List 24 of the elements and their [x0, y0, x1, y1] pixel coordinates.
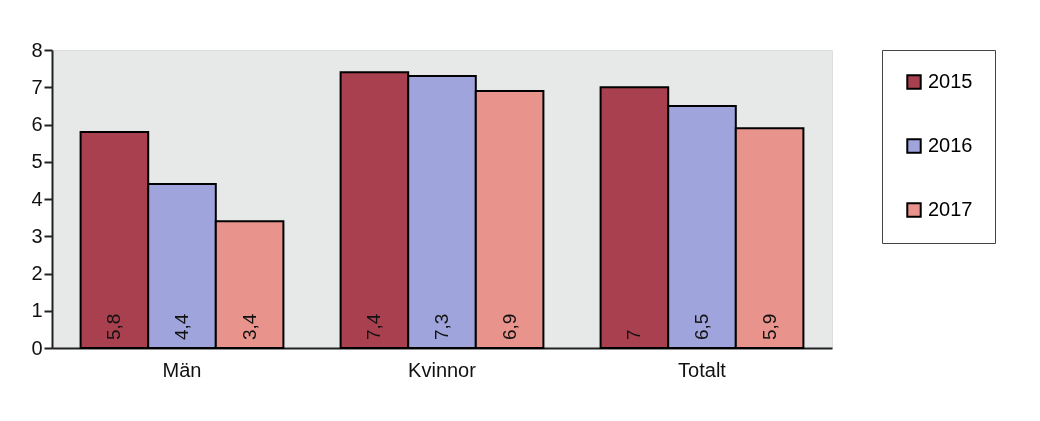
- y-tick-label: 7: [31, 75, 43, 98]
- x-tick-label: Totalt: [678, 358, 727, 381]
- y-tick-label: 3: [31, 224, 43, 247]
- y-tick-label: 5: [31, 150, 43, 173]
- y-tick-label: 4: [31, 187, 43, 210]
- y-tick-label: 1: [31, 299, 43, 322]
- data-label: 7: [623, 329, 645, 340]
- data-label: 5,8: [103, 313, 125, 340]
- legend-label: 2016: [928, 134, 973, 156]
- data-label: 7,4: [363, 313, 385, 340]
- y-tick-label: 2: [31, 262, 43, 284]
- data-label: 7,3: [431, 313, 452, 340]
- y-tick-label: 8: [31, 38, 43, 61]
- data-label: 6,5: [691, 313, 712, 340]
- x-tick-label: Kvinnor: [408, 358, 477, 381]
- data-label: 3,4: [238, 313, 260, 340]
- x-tick-label: Män: [162, 358, 202, 381]
- y-tick-label: 0: [31, 336, 43, 359]
- data-label: 6,9: [498, 313, 520, 340]
- legend-label: 2015: [928, 70, 973, 92]
- data-label: 4,4: [171, 313, 192, 340]
- data-label: 5,9: [758, 313, 780, 340]
- y-tick-label: 6: [31, 113, 43, 135]
- legend-label: 2017: [928, 198, 973, 220]
